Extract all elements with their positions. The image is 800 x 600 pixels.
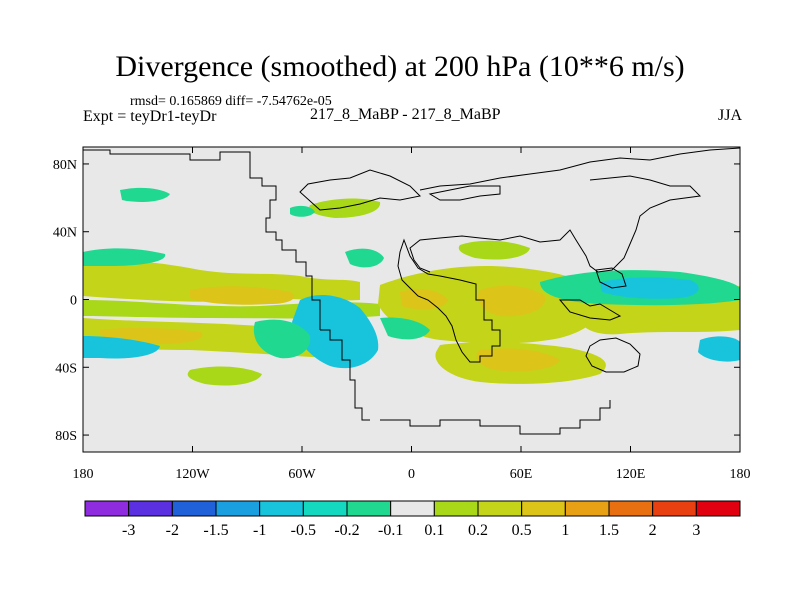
coastlines xyxy=(82,147,741,435)
x-tick-label: 120E xyxy=(616,467,646,482)
colorbar-swatch xyxy=(695,500,741,517)
y-tick-label: 80N xyxy=(53,158,77,173)
contour-eurasia-positive xyxy=(458,240,530,260)
contour-nw-pacific-negative xyxy=(83,248,166,266)
contour-north-pacific-negative xyxy=(120,187,170,202)
colorbar-label: -3 xyxy=(122,522,135,539)
colorbar-swatch xyxy=(84,500,130,517)
colorbar-swatch xyxy=(390,500,435,517)
colorbar-label: 0.2 xyxy=(468,522,488,539)
colorbar-label: 0.1 xyxy=(424,522,444,539)
coastline-antarctica xyxy=(380,400,611,435)
colorbar-swatch xyxy=(171,500,217,517)
x-tick-label: 60W xyxy=(288,467,316,482)
coastline-indonesia xyxy=(558,299,622,321)
coastline-asia xyxy=(409,175,702,273)
colorbar-label: 2 xyxy=(649,522,657,539)
x-tick-label: 60E xyxy=(510,467,533,482)
contour-south-american-negative-outer xyxy=(253,319,311,359)
colorbar-swatch xyxy=(128,500,173,517)
colorbar-swatch xyxy=(346,500,392,517)
contour-african-orange-cell-1 xyxy=(400,289,448,310)
colorbar-label: 3 xyxy=(692,522,700,539)
experiment-label: Expt = teyDr1-teyDr xyxy=(83,108,217,125)
colorbar-label: 0.5 xyxy=(512,522,532,539)
contour-north-atlantic-negative xyxy=(290,205,315,217)
colorbar-label: -0.1 xyxy=(378,522,403,539)
y-tick-label: 40S xyxy=(55,361,77,376)
coastline-eurasia-north xyxy=(419,147,741,191)
colorbar-label: -2 xyxy=(166,522,179,539)
contour-african-orange-cell-2 xyxy=(478,285,546,317)
colorbar-label: 1 xyxy=(561,522,569,539)
colorbar-label: -0.2 xyxy=(334,522,359,539)
contour-east-pacific-negative xyxy=(83,336,160,359)
colorbar-label: -1.5 xyxy=(203,522,228,539)
colorbar-swatch xyxy=(652,500,697,517)
y-tick-label: 0 xyxy=(70,294,77,309)
colorbar-swatch xyxy=(564,500,610,517)
x-axis: 180 120W 60W 0 60E 120E 180 xyxy=(73,147,751,482)
colorbar-label: -1 xyxy=(253,522,266,539)
coastline-north-america xyxy=(82,147,321,330)
contour-indian-orange-cell xyxy=(476,348,560,372)
x-tick-label: 180 xyxy=(73,467,94,482)
chart-title: Divergence (smoothed) at 200 hPa (10**6 … xyxy=(115,50,685,83)
colorbar-swatch xyxy=(608,500,654,517)
contour-atlantic-negative xyxy=(380,317,430,340)
contour-south-american-negative xyxy=(292,294,379,369)
contour-pacific-orange-cell-1 xyxy=(190,286,294,305)
colorbar-swatch xyxy=(477,500,523,517)
y-tick-label: 40N xyxy=(53,226,77,241)
coastline-australia xyxy=(585,337,641,373)
colorbar-swatch xyxy=(433,500,479,517)
colorbar-swatch xyxy=(521,500,566,517)
contour-south-pacific-positive xyxy=(187,366,262,386)
x-tick-label: 180 xyxy=(730,467,751,482)
contour-tropical-positive-west xyxy=(83,260,360,302)
stats-line: rmsd= 0.165869 diff= -7.54762e-05 xyxy=(130,94,332,109)
coastline-greenland-east xyxy=(428,185,501,201)
colorbar-swatch xyxy=(215,500,261,517)
x-tick-label: 0 xyxy=(408,467,415,482)
case-label: 217_8_MaBP - 217_8_MaBP xyxy=(310,106,501,123)
contour-south-pacific-negative xyxy=(698,336,740,362)
contour-west-atlantic-negative xyxy=(345,248,384,268)
y-tick-label: 80S xyxy=(55,429,77,444)
y-axis: 80N 40N 0 40S 80S xyxy=(53,158,740,444)
colorbar-label: -0.5 xyxy=(291,522,316,539)
coastline-south-america xyxy=(320,329,370,421)
coastline-greenland xyxy=(299,169,422,211)
coastline-africa xyxy=(397,238,501,363)
colorbar-swatch xyxy=(259,500,304,517)
contour-fields xyxy=(83,187,740,386)
coastline-japan xyxy=(595,267,627,289)
x-tick-label: 120W xyxy=(175,467,210,482)
colorbar-label: 1.5 xyxy=(599,522,619,539)
season-label: JJA xyxy=(717,107,742,124)
colorbar: -3 -2 -1.5 -1 -0.5 -0.2 -0.1 0.1 0.2 0.5 1 1.5 2 3 xyxy=(84,500,741,539)
colorbar-swatch xyxy=(302,500,348,517)
